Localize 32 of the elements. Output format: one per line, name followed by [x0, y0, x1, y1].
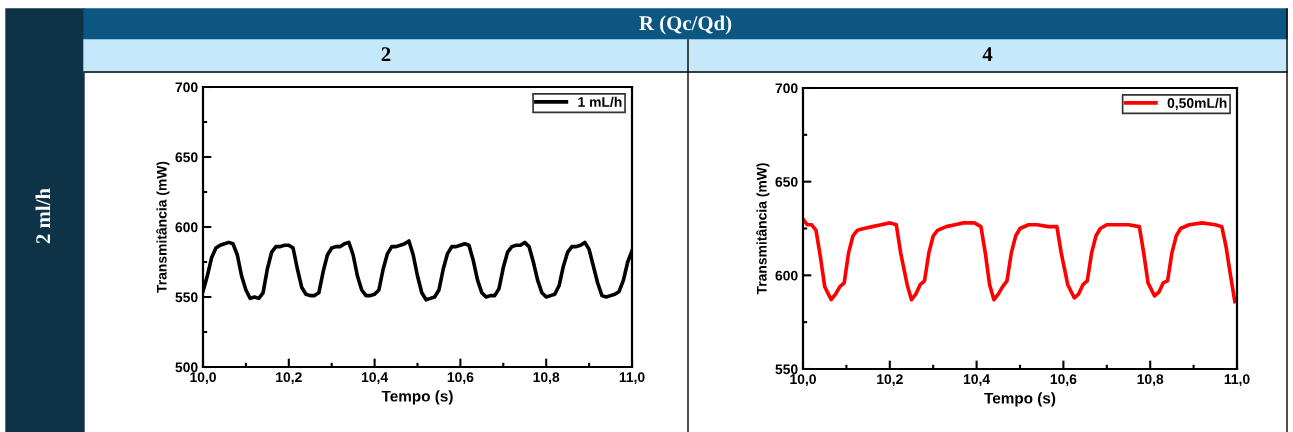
x-tick-label: 10,2	[877, 374, 903, 387]
y-axis-title: Transmitância (mW)	[156, 161, 170, 293]
x-tick-label: 10,8	[533, 372, 560, 385]
y-tick-label: 650	[175, 152, 198, 163]
y-axis-title: Transmitância (mW)	[756, 163, 770, 295]
x-tick-label: 10,4	[963, 374, 991, 387]
x-tick-label: 10,4	[361, 372, 389, 385]
y-tick-label: 700	[175, 82, 198, 93]
x-tick-label: 11,0	[1224, 374, 1250, 387]
legend-label: 1 mL/h	[578, 96, 622, 108]
line-series	[803, 217, 1237, 304]
x-tick-label: 10,0	[190, 372, 216, 385]
x-axis-title: Tempo (s)	[381, 390, 453, 405]
legend-label: 0,50mL/h	[1167, 97, 1227, 110]
y-tick-label: 600	[775, 270, 798, 281]
x-tick-label: 10,8	[1137, 374, 1164, 387]
y-tick-label: 500	[175, 362, 198, 373]
y-tick-label: 550	[175, 292, 198, 303]
y-tick-label: 600	[175, 222, 198, 233]
y-tick-label: 550	[775, 364, 798, 375]
x-tick-label: 10,2	[276, 372, 302, 385]
y-tick-label: 650	[775, 177, 798, 187]
text: R (Qc/Qd)	[639, 15, 732, 35]
x-tick-label: 11,0	[619, 372, 645, 385]
x-axis-title: Tempo (s)	[984, 392, 1056, 407]
x-tick-label: 10,0	[790, 374, 816, 387]
chart-title: 4	[982, 47, 993, 62]
x-tick-label: 10,6	[447, 372, 474, 385]
y-tick-label: 700	[775, 83, 798, 94]
text: 2 ml/h	[35, 188, 51, 244]
chart-title: 2	[381, 47, 391, 62]
x-tick-label: 10,6	[1050, 374, 1077, 387]
